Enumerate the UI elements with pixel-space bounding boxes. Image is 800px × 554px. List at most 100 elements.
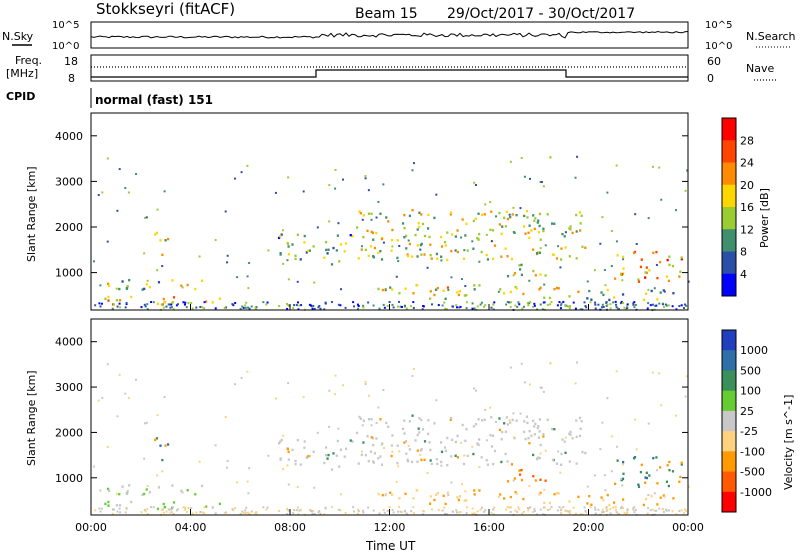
velocity-cell [575,419,578,422]
velocity-cell [344,447,348,450]
power-cell [574,307,577,310]
velocity-cell [312,509,315,512]
power-cell [505,210,508,214]
power-cell [490,240,493,243]
power-cell [678,305,681,308]
velocity-cell [367,459,370,463]
velocity-cell [480,506,483,509]
velocity-cell [645,471,648,475]
velocity-cell [370,424,373,427]
velocity-cell [282,468,285,471]
power-cell [612,296,616,299]
velocity-cell [444,449,447,453]
power-cell [433,293,436,297]
power-cell [285,302,288,305]
power-cell [423,234,427,238]
velocity-cell [666,464,669,467]
velocity-cell [568,500,571,503]
velocity-cell [506,423,510,426]
power-cell [586,297,589,300]
velocity-cell [542,432,545,436]
colorbar-tick-label: 100 [740,385,761,398]
power-cell [295,304,298,307]
velocity-cell [509,506,512,509]
velocity-cell [564,451,567,455]
power-cell [429,243,432,246]
power-cell [559,307,562,310]
power-cell [634,213,637,216]
power-cell [568,295,571,298]
velocity-cell [509,366,512,369]
power-cell [508,301,511,304]
velocity-cell [678,480,681,484]
velocity-cell [687,485,690,488]
velocity-cell [603,474,606,477]
power-cell [416,244,419,247]
power-cell [522,292,525,296]
velocity-cell [155,437,159,440]
velocity-cell [429,495,432,498]
nave-tick-bottom: 0 [707,72,714,85]
velocity-cell [203,512,206,515]
power-cell [548,296,551,300]
power-cell [559,258,563,261]
velocity-cell [498,417,501,420]
power-cell [500,232,503,236]
velocity-cell [118,507,121,510]
velocity-cell [463,499,466,502]
velocity-cell [535,457,539,460]
power-ylabel: Slant Range [km] [25,166,38,262]
velocity-cell [107,487,110,491]
power-cell [529,301,532,304]
velocity-cell [646,512,649,515]
power-cell [106,157,109,160]
velocity-cell [141,493,144,496]
velocity-cell [162,511,165,514]
power-cell [458,289,461,293]
velocity-colorbar: 1000 500 100 25 -25 -100 -500 -1000 [721,329,772,513]
power-cell [646,307,649,310]
velocity-cell [450,455,453,458]
velocity-cell [316,431,319,434]
velocity-cell [550,506,553,509]
velocity-cell [568,432,571,435]
velocity-cell [403,419,406,422]
power-cell [287,245,290,248]
power-cell [456,250,460,254]
power-cell [414,233,417,237]
velocity-cell [352,506,355,509]
velocity-cell [516,510,519,513]
velocity-cell [512,412,515,415]
power-cell [512,206,515,209]
colorbar-tick-label: 16 [740,201,754,214]
velocity-cell [324,446,328,449]
velocity-cell [423,458,426,462]
colorbar-tick-label: 500 [740,364,761,377]
power-cell [661,302,664,305]
velocity-cell [262,506,265,509]
power-cell [429,297,432,300]
velocity-cell [391,493,394,496]
velocity-cell [461,483,464,486]
y-tick-label: 2000 [55,426,83,439]
power-cell [246,275,249,278]
power-cell [115,299,118,302]
power-cell [328,220,331,223]
power-cell [299,258,302,261]
velocity-cell [382,508,385,511]
velocity-cell [606,493,609,497]
velocity-cell [416,460,419,463]
power-cell [458,306,461,309]
velocity-cell [156,507,160,511]
velocity-cell [296,485,299,488]
velocity-cell [525,415,529,418]
freq-tick-bottom: 8 [68,72,75,85]
velocity-cell [579,513,582,516]
velocity-cell [569,510,572,513]
power-cell [666,258,669,262]
power-cell [563,235,566,238]
power-cell [623,306,626,309]
power-cell [561,232,564,236]
power-cell [420,213,423,216]
power-cell [620,272,623,275]
